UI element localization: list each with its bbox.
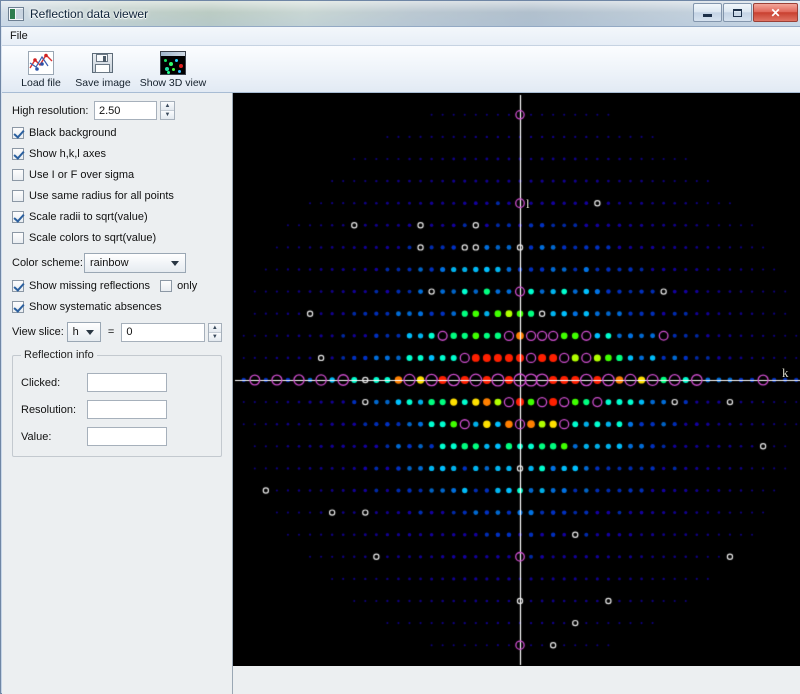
axis-label-k: k <box>782 365 789 380</box>
chevron-down-icon <box>171 261 179 266</box>
app-icon <box>8 6 24 21</box>
clicked-label: Clicked: <box>21 376 61 389</box>
save-image-icon <box>90 51 116 75</box>
high-resolution-row: High resolution: 2.50 ▲ ▼ <box>12 101 222 120</box>
reflection-info-title: Reflection info <box>24 349 94 361</box>
title-bar: Reflection data viewer ✕ <box>1 1 800 27</box>
value-label: Value: <box>21 430 52 443</box>
high-resolution-label: High resolution: <box>12 104 89 117</box>
checkbox-scale-colors-sqrt-box[interactable] <box>12 232 24 244</box>
color-scheme-value: rainbow <box>90 257 129 269</box>
color-scheme-label: Color scheme: <box>12 257 83 269</box>
load-file-icon <box>28 51 54 75</box>
axis-label-l: l <box>526 196 530 211</box>
close-icon: ✕ <box>770 5 781 20</box>
value-field[interactable] <box>87 427 167 446</box>
reflection-plot-canvas[interactable] <box>233 93 800 666</box>
view-slice-axis-value: h <box>72 326 79 338</box>
checkbox-use-same-radius-box[interactable] <box>12 190 24 202</box>
checkbox-use-i-or-f-over-sigma[interactable]: Use I or F over sigma <box>12 169 222 181</box>
checkbox-use-same-radius-label: Use same radius for all points <box>29 190 174 202</box>
checkbox-use-i-or-f-over-sigma-box[interactable] <box>12 169 24 181</box>
checkbox-scale-radii-sqrt[interactable]: Scale radii to sqrt(value) <box>12 211 222 223</box>
maximize-button[interactable] <box>723 3 752 22</box>
checkbox-black-background[interactable]: Black background <box>12 127 222 139</box>
reflection-plot[interactable]: l k <box>233 93 800 666</box>
checkbox-scale-radii-sqrt-label: Scale radii to sqrt(value) <box>29 211 148 223</box>
show-systematic-absences-label: Show systematic absences <box>29 301 162 313</box>
clicked-field[interactable] <box>87 373 167 392</box>
clicked-row: Clicked: <box>21 373 213 392</box>
show-3d-view-icon <box>160 51 186 75</box>
save-image-button[interactable]: Save image <box>72 48 134 92</box>
checkbox-scale-colors-sqrt-label: Scale colors to sqrt(value) <box>29 232 157 244</box>
missing-only-label: only <box>177 280 198 292</box>
view-slice-label: View slice: <box>12 326 64 338</box>
status-bar <box>233 666 800 694</box>
show-systematic-absences-row: Show systematic absences <box>12 301 222 313</box>
chevron-down-icon <box>85 330 94 335</box>
stepper-up-icon[interactable]: ▲ <box>208 323 221 333</box>
checkbox-black-background-box[interactable] <box>12 127 24 139</box>
resolution-field[interactable] <box>87 400 167 419</box>
color-scheme-select[interactable]: rainbow <box>84 253 186 273</box>
reflection-info-group: Reflection info Clicked: Resolution: Val… <box>12 349 222 457</box>
show-3d-view-label: Show 3D view <box>139 77 207 89</box>
resolution-row: Resolution: <box>21 400 213 419</box>
resolution-label: Resolution: <box>21 403 77 416</box>
show-missing-reflections-label: Show missing reflections <box>29 280 151 292</box>
stepper-up-icon[interactable]: ▲ <box>161 102 174 111</box>
menu-file[interactable]: File <box>10 29 28 42</box>
show-3d-view-button[interactable]: Show 3D view <box>134 48 212 92</box>
window-buttons: ✕ <box>692 3 798 22</box>
save-image-label: Save image <box>75 77 131 89</box>
checkbox-scale-colors-sqrt[interactable]: Scale colors to sqrt(value) <box>12 232 222 244</box>
color-scheme-row: Color scheme: rainbow <box>12 253 222 273</box>
high-resolution-input[interactable]: 2.50 <box>94 101 157 120</box>
checkbox-show-hkl-axes-label: Show h,k,l axes <box>29 148 107 160</box>
load-file-label: Load file <box>21 77 61 89</box>
checkbox-use-same-radius[interactable]: Use same radius for all points <box>12 190 222 202</box>
show-missing-reflections-row: Show missing reflections only <box>12 280 222 292</box>
checkbox-missing-only[interactable] <box>160 280 173 292</box>
checkbox-use-i-or-f-over-sigma-label: Use I or F over sigma <box>29 169 135 181</box>
view-slice-equals: = <box>107 326 115 338</box>
stepper-down-icon[interactable]: ▼ <box>208 332 221 341</box>
control-panel: High resolution: 2.50 ▲ ▼ Black backgrou… <box>2 93 233 694</box>
close-button[interactable]: ✕ <box>753 3 798 22</box>
toolbar: Load file Save image Show 3D view <box>2 46 800 93</box>
view-slice-stepper[interactable]: ▲ ▼ <box>207 322 222 342</box>
menu-bar: File <box>2 27 800 46</box>
view-slice-row: View slice: h = 0 ▲ ▼ <box>12 322 222 342</box>
checkbox-scale-radii-sqrt-box[interactable] <box>12 211 24 223</box>
checkbox-show-missing-reflections[interactable] <box>12 280 24 292</box>
view-slice-input[interactable]: 0 <box>121 322 205 342</box>
checkbox-show-systematic-absences[interactable] <box>12 301 24 313</box>
stepper-down-icon[interactable]: ▼ <box>161 111 174 119</box>
checkbox-show-hkl-axes-box[interactable] <box>12 148 24 160</box>
checkbox-black-background-label: Black background <box>29 127 117 139</box>
minimize-button[interactable] <box>693 3 722 22</box>
high-resolution-stepper[interactable]: ▲ ▼ <box>160 101 175 120</box>
value-row: Value: <box>21 427 213 446</box>
checkbox-show-hkl-axes[interactable]: Show h,k,l axes <box>12 148 222 160</box>
view-slice-axis-select[interactable]: h <box>66 322 101 342</box>
load-file-button[interactable]: Load file <box>10 48 72 92</box>
window-title: Reflection data viewer <box>30 6 149 21</box>
